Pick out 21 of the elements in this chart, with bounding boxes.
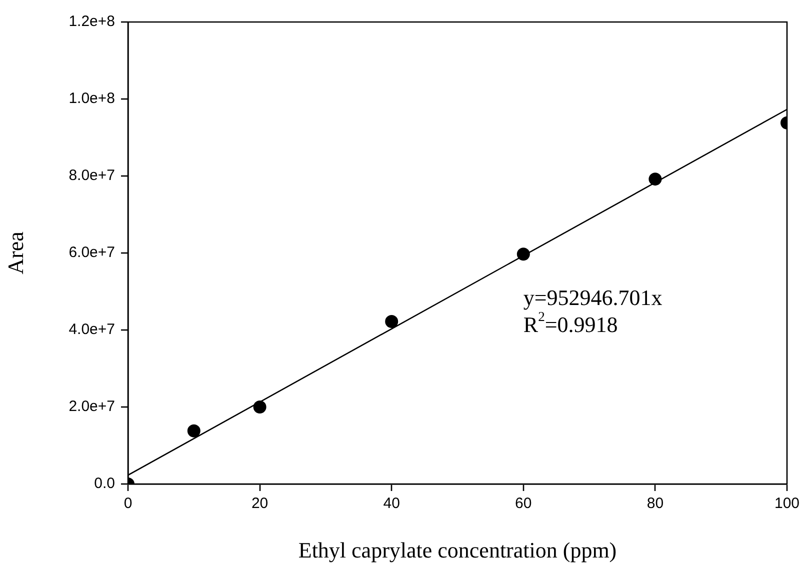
annotation: y=952946.701x xyxy=(523,284,662,310)
x-axis-title: Ethyl caprylate concentration (ppm) xyxy=(298,538,617,563)
y-tick-label: 8.0e+7 xyxy=(68,167,115,184)
y-tick-label: 0.0 xyxy=(94,475,115,492)
point xyxy=(516,248,530,261)
y-tick-label: 6.0e+7 xyxy=(68,244,115,262)
x-tick-label: 40 xyxy=(383,495,400,512)
x-tick-label: 60 xyxy=(515,495,532,512)
y-tick-label: 4.0e+7 xyxy=(68,321,115,338)
x-tick-label: 20 xyxy=(251,495,268,512)
x-tick-label: 0 xyxy=(124,495,132,512)
x-tick-label: 100 xyxy=(774,495,800,512)
point xyxy=(648,172,662,186)
y-tick-label: 1.2e+8 xyxy=(68,13,115,30)
y-axis-title: Area xyxy=(2,231,28,274)
x-tick-label: 80 xyxy=(646,495,664,512)
point xyxy=(187,424,200,438)
y-tick-label: 1.0e+8 xyxy=(68,90,115,108)
point xyxy=(253,400,266,414)
point xyxy=(385,315,398,328)
y-tick-label: 2.0e+7 xyxy=(68,398,115,416)
